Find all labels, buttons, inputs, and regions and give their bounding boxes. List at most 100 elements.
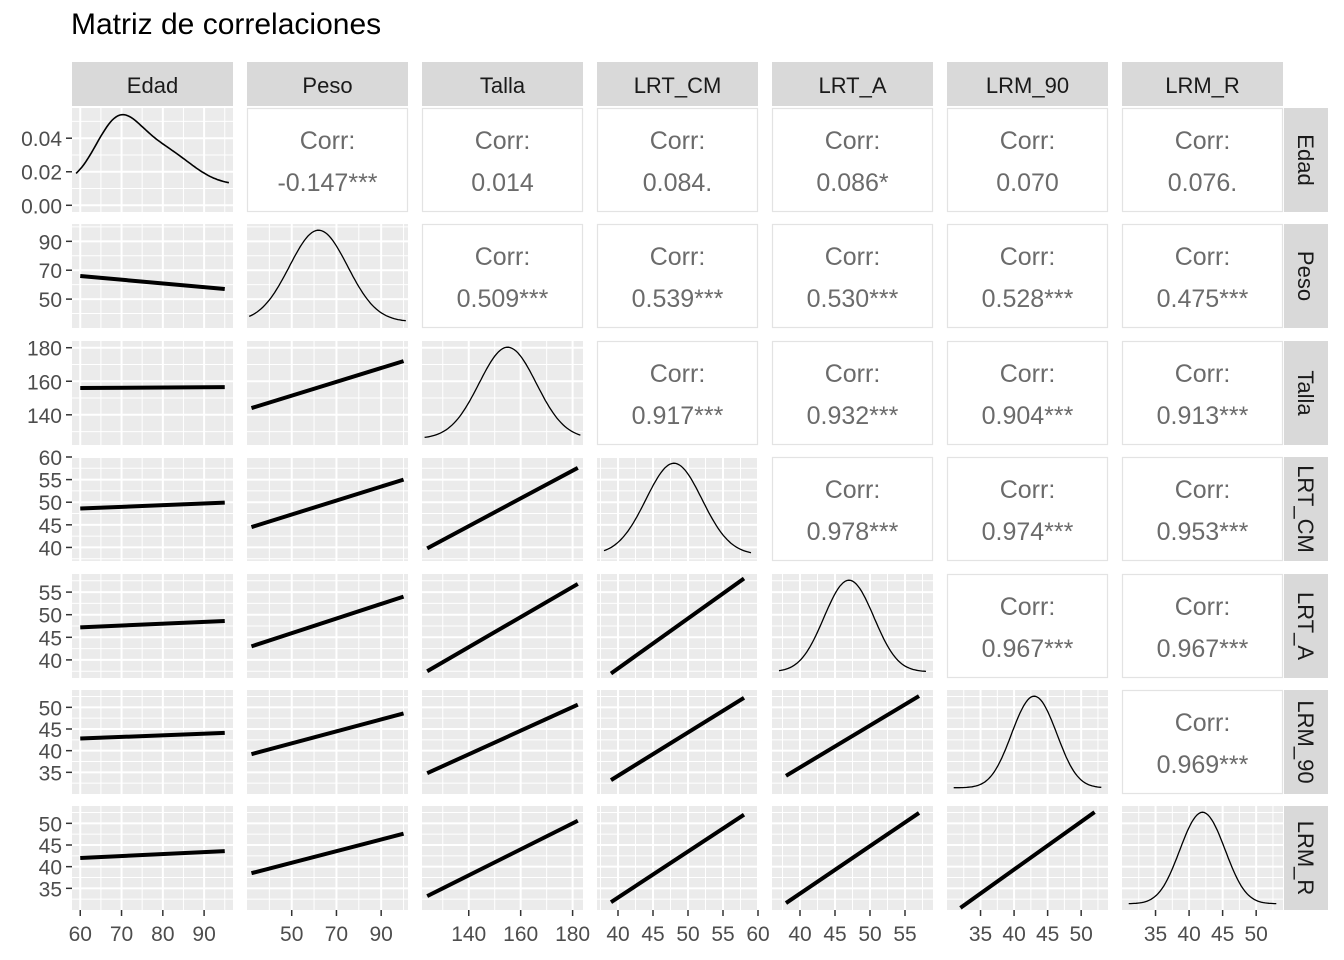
- scatter-point: [462, 0, 471, 5]
- scatter-point: [854, 0, 863, 5]
- scatter-point: [827, 0, 836, 5]
- scatter-point: [298, 0, 307, 5]
- scatter-point: [301, 0, 310, 5]
- scatter-point: [248, 0, 257, 5]
- scatter-point: [111, 0, 120, 5]
- scatter-point: [677, 0, 686, 5]
- scatter-point: [891, 0, 900, 5]
- scatter-point: [550, 0, 559, 5]
- scatter-point: [495, 0, 504, 5]
- scatter-point: [87, 0, 96, 5]
- scatter-point: [990, 0, 999, 5]
- scatter-point: [677, 0, 686, 5]
- scatter-point: [870, 0, 879, 5]
- scatter-point: [513, 0, 522, 5]
- scatter-point: [681, 0, 690, 5]
- scatter-point: [490, 0, 499, 5]
- scatter-point: [102, 0, 111, 5]
- scatter-point: [311, 0, 320, 5]
- scatter-point: [175, 0, 184, 5]
- scatter-point: [102, 0, 111, 5]
- scatter-point: [141, 0, 150, 5]
- scatter-point: [127, 0, 136, 5]
- scatter-point: [110, 0, 119, 5]
- scatter-point: [486, 0, 495, 5]
- scatter-point: [446, 0, 455, 5]
- scatter-point: [626, 0, 635, 5]
- scatter-point: [696, 0, 705, 5]
- scatter-point: [1033, 0, 1042, 5]
- scatter-point: [455, 0, 464, 5]
- scatter-point: [638, 0, 647, 5]
- scatter-point: [87, 0, 96, 5]
- scatter-point: [111, 0, 120, 5]
- scatter-point: [109, 0, 118, 5]
- scatter-point: [536, 0, 545, 5]
- scatter-point: [689, 0, 698, 5]
- scatter-point: [685, 0, 694, 5]
- scatter-point: [531, 0, 540, 5]
- scatter-point: [327, 0, 336, 5]
- scatter-point: [1012, 0, 1021, 5]
- scatter-point: [501, 0, 510, 5]
- scatter-point: [144, 0, 153, 5]
- scatter-point: [669, 0, 678, 5]
- scatter-point: [513, 0, 522, 5]
- scatter-point: [318, 0, 327, 5]
- scatter-point: [285, 0, 294, 5]
- scatter-point: [880, 0, 889, 5]
- scatter-point: [137, 0, 146, 5]
- scatter-point: [114, 0, 123, 5]
- scatter-point: [497, 0, 506, 5]
- scatter-point: [671, 0, 680, 5]
- scatter-point: [538, 0, 547, 5]
- scatter-point: [131, 0, 140, 5]
- scatter-point: [121, 0, 130, 5]
- scatter-point: [671, 0, 680, 5]
- scatter-point: [660, 0, 669, 5]
- scatter-point: [190, 0, 199, 5]
- scatter-point: [329, 0, 338, 5]
- scatter-point: [101, 0, 110, 5]
- scatter-point: [266, 0, 275, 5]
- scatter-point: [151, 0, 160, 5]
- scatter-point: [677, 0, 686, 5]
- scatter-point: [884, 0, 893, 5]
- scatter-point: [146, 0, 155, 5]
- scatter-point: [145, 0, 154, 5]
- scatter-point: [167, 0, 176, 5]
- scatter-point: [89, 0, 98, 5]
- scatter-point: [678, 0, 687, 5]
- scatter-point: [96, 0, 105, 5]
- scatter-point: [487, 0, 496, 5]
- scatter-point: [143, 0, 152, 5]
- scatter-point: [103, 0, 112, 5]
- scatter-point: [133, 0, 142, 5]
- scatter-point: [536, 0, 545, 5]
- scatter-point: [116, 0, 125, 5]
- scatter-point: [312, 0, 321, 5]
- scatter-point: [137, 0, 146, 5]
- scatter-point: [84, 0, 93, 5]
- scatter-point: [826, 0, 835, 5]
- scatter-point: [315, 0, 324, 5]
- scatter-point: [676, 0, 685, 5]
- scatter-point: [298, 0, 307, 5]
- scatter-point: [518, 0, 527, 5]
- scatter-point: [311, 0, 320, 5]
- scatter-point: [696, 0, 705, 5]
- panel-lrt_cm-lrt_a: Corr:0.978***: [773, 458, 933, 561]
- scatter-point: [348, 0, 357, 5]
- scatter-point: [809, 0, 818, 5]
- scatter-point: [279, 0, 288, 5]
- scatter-point: [513, 0, 522, 5]
- scatter-point: [554, 0, 563, 5]
- scatter-point: [825, 0, 834, 5]
- scatter-point: [272, 0, 281, 5]
- scatter-point: [902, 0, 911, 5]
- scatter-point: [802, 0, 811, 5]
- scatter-point: [669, 0, 678, 5]
- scatter-point: [663, 0, 672, 5]
- scatter-point: [669, 0, 678, 5]
- scatter-point: [489, 0, 498, 5]
